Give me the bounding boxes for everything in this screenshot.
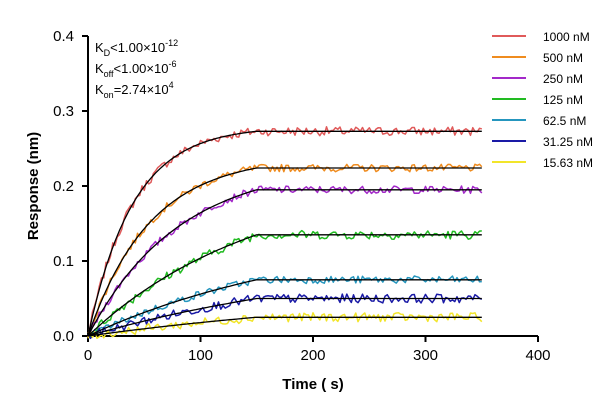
series-line-6 (87, 312, 483, 340)
koff-text: <1.00×10 (114, 61, 169, 76)
kd-annotation: KD<1.00×10-12 (95, 38, 178, 58)
y-tick-label: 0.1 (53, 253, 74, 270)
series-line-0 (87, 126, 482, 338)
legend-label-4: 62.5 nM (543, 114, 586, 128)
kon-annotation: Kon=2.74×104 (95, 80, 174, 100)
kon-base: K (95, 82, 104, 97)
fit-curve-0 (87, 130, 482, 337)
y-axis-ticks: 0.0 0.1 0.2 0.3 0.4 (53, 28, 88, 345)
x-tick-label: 200 (300, 347, 325, 364)
x-axis-ticks: 0 100 200 300 400 (84, 336, 551, 364)
x-tick-label: 300 (413, 347, 438, 364)
fit-curves (87, 130, 482, 337)
koff-base: K (95, 61, 104, 76)
fit-curve-6 (87, 316, 482, 337)
legend-label-3: 125 nM (543, 93, 583, 107)
kon-sup: 4 (169, 80, 174, 90)
y-axis-label: Response (nm) (25, 132, 42, 240)
x-tick-label: 100 (188, 347, 213, 364)
series-group (87, 126, 483, 340)
koff-annotation: Koff<1.00×10-6 (95, 59, 176, 79)
legend-label-6: 15.63 nM (543, 156, 593, 170)
axes (87, 36, 538, 337)
fit-curve-4 (87, 279, 482, 337)
kd-sub: D (104, 48, 111, 58)
fit-curve-5 (87, 297, 482, 337)
fit-curve-3 (87, 234, 482, 337)
y-tick-label: 0.0 (53, 328, 74, 345)
kd-sup: -12 (165, 38, 178, 48)
series-line-2 (87, 185, 483, 336)
series-line-5 (87, 293, 483, 340)
legend-label-2: 250 nM (543, 72, 583, 86)
legend: 1000 nM 500 nM 250 nM 125 nM 62.5 nM 31.25 nM… (492, 30, 593, 170)
koff-sup: -6 (168, 59, 176, 69)
legend-label-0: 1000 nM (543, 30, 590, 44)
kon-sub: on (104, 90, 114, 100)
kd-base: K (95, 40, 104, 55)
legend-label-1: 500 nM (543, 51, 583, 65)
kinetic-constants: KD<1.00×10-12 Koff<1.00×10-6 Kon=2.74×10… (95, 38, 178, 100)
x-tick-label: 400 (525, 347, 550, 364)
kon-text: =2.74×10 (114, 82, 169, 97)
koff-sub: off (104, 69, 114, 79)
x-tick-label: 0 (84, 347, 92, 364)
x-axis-label: Time ( s) (282, 376, 343, 393)
y-tick-label: 0.4 (53, 28, 74, 45)
legend-label-5: 31.25 nM (543, 135, 593, 149)
y-tick-label: 0.2 (53, 178, 74, 195)
fit-curve-1 (87, 167, 482, 337)
kd-text: <1.00×10 (110, 40, 165, 55)
fit-curve-2 (87, 189, 482, 337)
y-tick-label: 0.3 (53, 103, 74, 120)
series-line-4 (87, 275, 482, 337)
